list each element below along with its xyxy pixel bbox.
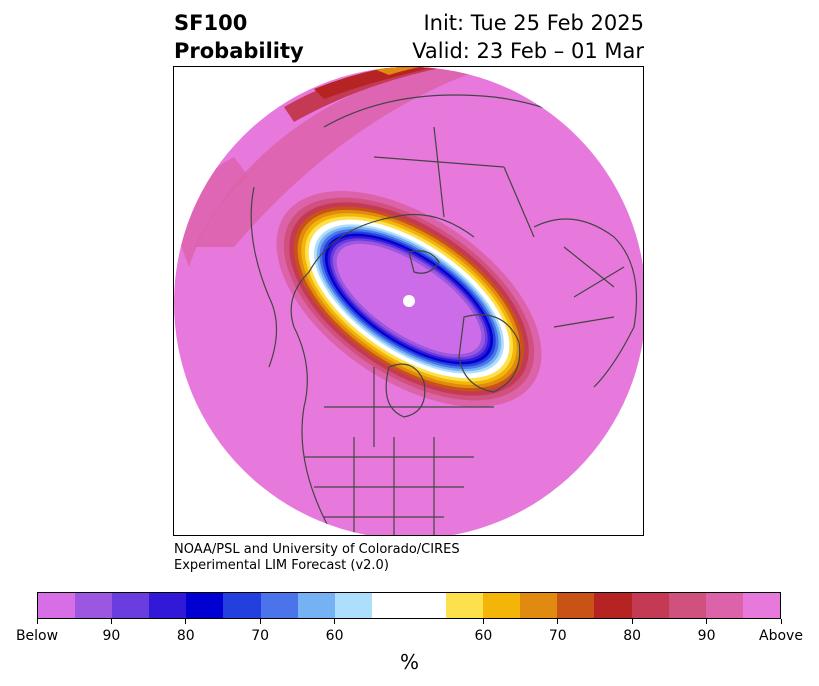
credit: NOAA/PSL and University of Colorado/CIRE…	[174, 542, 460, 574]
product-title: Probability	[174, 39, 304, 63]
colorbar-segment	[75, 593, 113, 618]
map-frame	[173, 66, 644, 536]
colorbar-segment	[186, 593, 224, 618]
colorbar-segment	[223, 593, 261, 618]
colorbar-tick	[557, 619, 559, 624]
coastlines	[250, 94, 637, 535]
title-right: Init: Tue 25 Feb 2025 Valid: 23 Feb – 01…	[412, 9, 644, 65]
colorbar-tick	[334, 619, 336, 624]
colorbar-tick	[185, 619, 187, 624]
colorbar-tick	[259, 619, 261, 624]
colorbar-tick-label: 60	[325, 628, 344, 644]
left-edge-band	[174, 157, 249, 267]
colorbar-segment	[742, 593, 780, 618]
europe-coast	[533, 218, 637, 388]
arctic-islands	[408, 250, 440, 274]
colorbar-segment	[371, 593, 447, 618]
colorbar-segment	[594, 593, 632, 618]
colorbar-tick	[706, 619, 708, 624]
colorbar-segment	[631, 593, 669, 618]
colorbar-segment	[483, 593, 521, 618]
colorbar-segment	[260, 593, 298, 618]
colorbar-tick-label: 80	[623, 628, 642, 644]
colorbar-segment	[334, 593, 372, 618]
init-date: Init: Tue 25 Feb 2025	[423, 11, 644, 35]
colorbar-segment	[149, 593, 187, 618]
colorbar-segment	[520, 593, 558, 618]
colorbar-tick	[631, 619, 633, 624]
probability-map	[174, 67, 643, 535]
colorbar-tick-label: Below	[15, 628, 59, 644]
russia-borders	[373, 126, 535, 238]
pole-hole	[403, 295, 415, 307]
map-disk	[174, 67, 643, 535]
colorbar	[37, 592, 781, 619]
credit-line-2: Experimental LIM Forecast (v2.0)	[174, 558, 389, 573]
colorbar-segment	[705, 593, 743, 618]
europe-borders	[553, 246, 625, 328]
east-asia-coast	[250, 186, 278, 368]
valid-range: Valid: 23 Feb – 01 Mar	[412, 39, 644, 63]
colorbar-tick-label: 90	[102, 628, 121, 644]
colorbar-tick	[110, 619, 112, 624]
colorbar-unit: %	[399, 650, 419, 674]
colorbar-segment	[112, 593, 150, 618]
colorbar-segment	[446, 593, 484, 618]
colorbar-ticks	[36, 619, 782, 627]
upper-band-darkred	[314, 67, 459, 99]
greenland	[458, 314, 521, 393]
colorbar-tick-label: Above	[759, 628, 803, 644]
upper-band-orange	[374, 67, 449, 75]
colorbar-tick-label: 80	[176, 628, 195, 644]
colorbar-segment	[557, 593, 595, 618]
title-left: SF100 Probability	[174, 9, 304, 65]
credit-line-1: NOAA/PSL and University of Colorado/CIRE…	[174, 542, 460, 557]
colorbar-tick-label: 70	[251, 628, 270, 644]
colorbar-tick-label: 90	[697, 628, 716, 644]
hudson-bay	[385, 363, 426, 418]
us-states-grid	[304, 437, 474, 535]
colorbar-tick-label: 70	[548, 628, 567, 644]
colorbar-tick	[482, 619, 484, 624]
colorbar-segment	[297, 593, 335, 618]
colorbar-segment	[38, 593, 76, 618]
colorbar-segment	[668, 593, 706, 618]
colorbar-labels: Below 90 80 70 60 60 70 80 90 Above	[16, 628, 803, 648]
colorbar-tick-label: 60	[474, 628, 493, 644]
colorbar-tick	[36, 619, 38, 624]
upper-band-magenta	[194, 67, 504, 247]
canada-borders	[324, 367, 494, 447]
north-america-coast	[290, 213, 475, 535]
colorbar-tick	[780, 619, 782, 624]
variable-title: SF100	[174, 11, 248, 35]
